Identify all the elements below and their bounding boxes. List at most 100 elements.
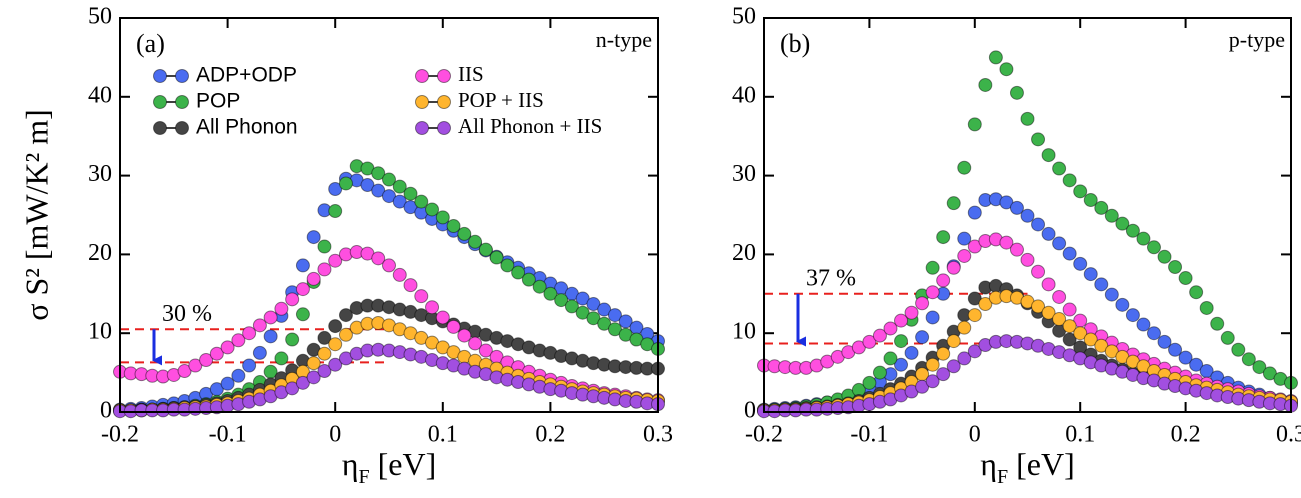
data-point [382, 189, 396, 204]
x-tick-label: 0.1 [1065, 422, 1095, 448]
data-point [1157, 334, 1172, 349]
data-point [414, 194, 429, 209]
data-point [500, 258, 515, 273]
y-tick-label: 30 [732, 161, 756, 187]
data-point [263, 329, 278, 344]
data-point [1168, 260, 1183, 275]
x-label: ηF [eV] [342, 446, 436, 487]
data-point [967, 344, 982, 359]
y-tick-label: 20 [88, 240, 112, 266]
data-point [1178, 350, 1193, 365]
data-point [1009, 242, 1024, 257]
data-point [1020, 252, 1035, 267]
data-point [231, 368, 246, 383]
x-label-part: F [997, 466, 1008, 488]
data-point [1189, 357, 1204, 372]
data-point [1041, 148, 1056, 163]
legend-marker [437, 95, 451, 109]
data-point [597, 302, 612, 317]
x-label-part: η [342, 446, 359, 482]
data-point [1094, 200, 1109, 215]
x-label-part: F [358, 466, 369, 488]
data-point [1031, 264, 1046, 279]
data-point [1009, 200, 1024, 215]
x-tick-label: 0.3 [643, 422, 673, 448]
data-point [1062, 302, 1077, 317]
data-point [1231, 342, 1246, 357]
data-point [957, 351, 972, 366]
data-point [338, 176, 353, 191]
data-point [936, 346, 951, 361]
data-point [936, 273, 951, 288]
x-label-part: [eV] [370, 446, 437, 482]
x-label-part: [eV] [1008, 446, 1075, 482]
data-point [478, 343, 493, 358]
data-point [414, 289, 429, 304]
data-point [1125, 223, 1140, 238]
data-point [883, 321, 898, 336]
data-point [1031, 299, 1046, 314]
legend-marker [153, 95, 167, 109]
data-point [382, 172, 396, 187]
x-label: ηF [eV] [980, 446, 1074, 487]
y-tick-label: 0 [744, 398, 756, 424]
data-point [489, 250, 504, 265]
y-tick-label: 0 [100, 398, 112, 424]
panel-note: n-type [596, 27, 652, 52]
data-point [371, 183, 386, 198]
data-point [403, 186, 418, 201]
x-tick-label: -0.1 [209, 422, 247, 448]
legend-label: POP + IIS [458, 88, 544, 112]
data-point [1189, 285, 1204, 300]
data-point [306, 230, 321, 245]
data-point [306, 356, 321, 371]
data-point [328, 337, 343, 352]
x-tick-label: -0.1 [850, 422, 888, 448]
data-point [904, 305, 919, 320]
data-point [967, 205, 982, 220]
legend-marker [437, 69, 451, 83]
data-point [597, 316, 612, 331]
data-point [521, 272, 536, 287]
data-point [915, 379, 930, 394]
data-point [925, 285, 940, 300]
data-point [1136, 317, 1151, 332]
data-point [306, 370, 321, 385]
x-tick-label: 0 [329, 422, 341, 448]
data-point [1178, 271, 1193, 286]
data-point [220, 340, 235, 355]
legend-marker [175, 121, 189, 135]
data-point [607, 322, 622, 337]
data-point [1062, 319, 1077, 334]
data-point [957, 248, 972, 263]
data-point [1083, 332, 1098, 347]
data-point [999, 195, 1014, 210]
data-point [1041, 277, 1056, 292]
data-point [1009, 85, 1024, 100]
plot-frame [763, 17, 1292, 413]
data-point [988, 50, 1003, 65]
data-point [1115, 216, 1130, 231]
data-point [1210, 316, 1225, 331]
data-point [328, 357, 343, 372]
data-point [435, 210, 450, 225]
data-point [328, 319, 343, 334]
data-point [1157, 249, 1172, 264]
data-point [317, 364, 332, 379]
data-point [936, 367, 951, 382]
data-point [851, 340, 866, 355]
data-point [862, 375, 877, 390]
data-point [1073, 326, 1088, 341]
data-point [338, 327, 353, 342]
data-point [371, 166, 386, 181]
data-point [1052, 161, 1067, 176]
data-point [925, 374, 940, 389]
data-point [252, 345, 267, 360]
data-point [360, 178, 375, 193]
data-point [242, 358, 257, 373]
legend-label: IIS [458, 62, 484, 86]
data-point [1073, 184, 1088, 199]
data-point [446, 219, 461, 234]
data-point [1146, 240, 1161, 255]
data-point [317, 239, 332, 254]
